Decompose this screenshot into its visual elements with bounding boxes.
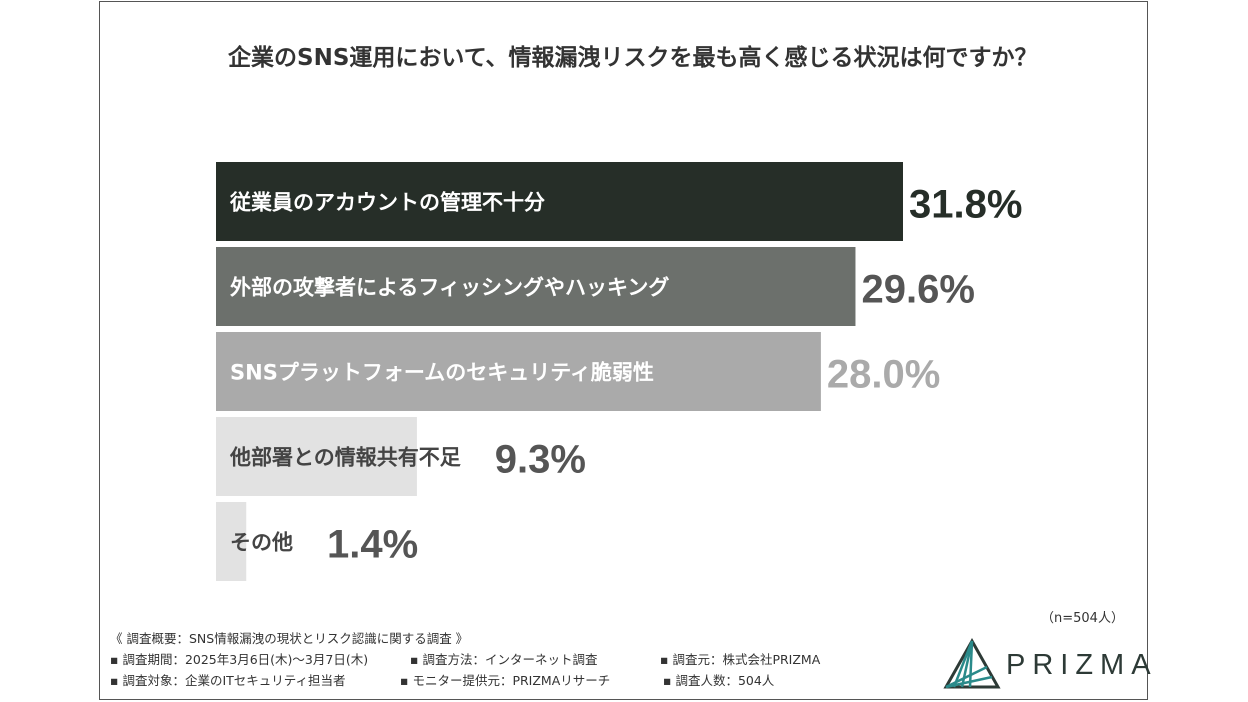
survey-footer: 《 調査概要：SNS情報漏洩の現状とリスク認識に関する調査 》 ▪ 調査期間：2… (110, 628, 950, 691)
bar-value-label-2: 28.0% (827, 353, 940, 397)
survey-summary: 《 調査概要：SNS情報漏洩の現状とリスク認識に関する調査 》 (110, 631, 469, 646)
bar-category-label-1: 外部の攻撃者によるフィッシングやハッキング (230, 276, 669, 300)
chart-frame (99, 1, 1148, 700)
bar-1 (216, 247, 856, 326)
bar-3 (216, 417, 417, 496)
bar-0 (216, 162, 903, 241)
monitor-provider: ▪ モニター提供元：PRIZMAリサーチ (400, 673, 611, 688)
survey-count: ▪ 調査人数：504人 (663, 673, 775, 688)
survey-target: ▪ 調査対象：企業のITセキュリティ担当者 (110, 673, 346, 688)
bar-value-label-0: 31.8% (909, 183, 1022, 227)
bar-value-label-3: 9.3% (495, 438, 586, 482)
prizma-logo: PRIZMA (942, 637, 1151, 692)
bar-value-label-4: 1.4% (327, 523, 418, 567)
prizma-mark-icon (943, 637, 1001, 689)
bar-4 (216, 502, 247, 581)
bar-value-label-1: 29.6% (861, 268, 974, 312)
logo-text: PRIZMA (1006, 649, 1158, 681)
survey-period: ▪ 調査期間：2025年3月6日(木)〜3月7日(木) (110, 652, 369, 667)
bar-category-label-2: SNSプラットフォームのセキュリティ脆弱性 (230, 361, 654, 385)
bar-2 (216, 332, 821, 411)
sample-size-note: （n=504人） (1041, 611, 1124, 626)
bar-category-label-0: 従業員のアカウントの管理不十分 (229, 191, 545, 215)
bar-category-label-3: 他部署との情報共有不足 (229, 446, 461, 470)
survey-organizer: ▪ 調査元：株式会社PRIZMA (660, 652, 821, 667)
survey-method: ▪ 調査方法：インターネット調査 (410, 652, 598, 667)
chart-title: 企業のSNS運用において、情報漏洩リスクを最も高く感じる状況は何ですか？ (228, 45, 1038, 71)
bar-category-label-4: その他 (230, 531, 293, 555)
